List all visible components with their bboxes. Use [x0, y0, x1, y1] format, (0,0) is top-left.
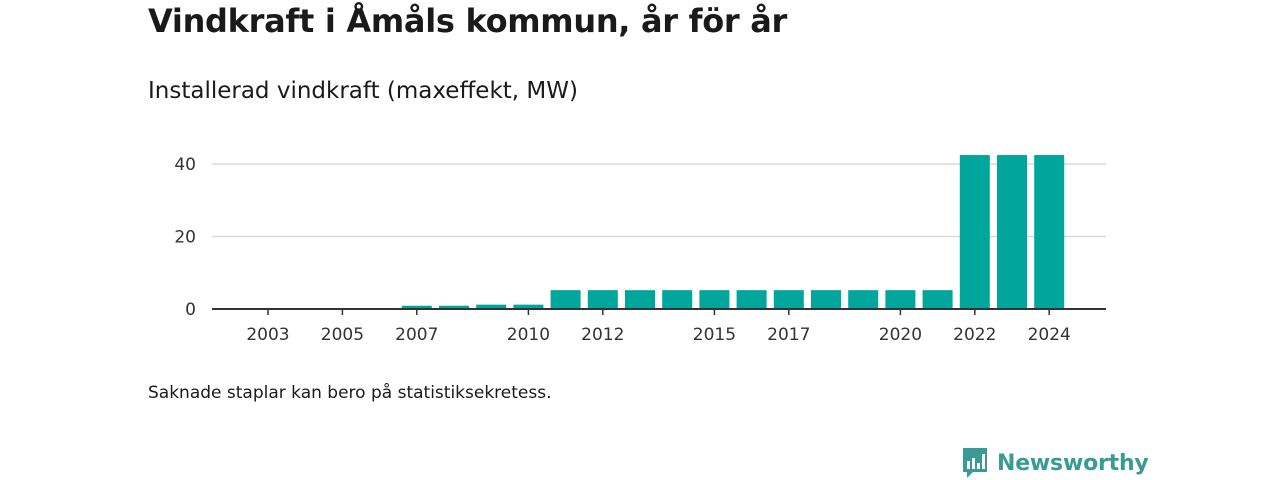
bar-2007 — [401, 305, 432, 309]
bar-2019 — [848, 290, 879, 309]
x-tick-label: 2003 — [246, 325, 289, 345]
bar-chart: 0 20 40 2003 2005 2007 2010 2012 2015 2017 2020 202… — [174, 155, 1106, 345]
axes: 0 20 40 2003 2005 2007 2010 2012 2015 2017 2020 202… — [174, 155, 1106, 345]
brand-name: Newsworthy — [997, 450, 1149, 476]
brand-logo: Newsworthy — [961, 446, 1149, 480]
bar-2016 — [736, 290, 767, 309]
bar-chart-speech-bubble-icon — [963, 448, 987, 478]
bar-2014 — [662, 290, 693, 309]
bar-2023 — [997, 155, 1027, 309]
y-tick-label: 20 — [174, 228, 196, 248]
x-tick-label: 2015 — [693, 325, 736, 345]
bar-2015 — [699, 290, 730, 309]
bar-2013 — [625, 290, 655, 309]
x-tick-label: 2022 — [953, 325, 996, 345]
x-tick-label: 2012 — [581, 325, 624, 345]
x-tick-label: 2005 — [321, 325, 364, 345]
bar-2020 — [885, 290, 916, 309]
grid-lines — [212, 163, 1106, 238]
bar-2017 — [773, 290, 804, 309]
bar-2024 — [1034, 155, 1065, 309]
bar-2010 — [513, 304, 544, 309]
x-tick-label: 2007 — [395, 325, 438, 345]
x-tick-label: 2020 — [879, 325, 922, 345]
bar-2012 — [587, 290, 618, 309]
bar-2008 — [439, 305, 469, 309]
bars — [401, 155, 1065, 309]
chart-subtitle: Installerad vindkraft (maxeffekt, MW) — [148, 78, 578, 104]
bar-2011 — [550, 290, 581, 309]
x-tick-label: 2017 — [767, 325, 810, 345]
bar-2021 — [922, 290, 953, 309]
bar-2022 — [959, 155, 990, 309]
x-tick-label: 2010 — [507, 325, 550, 345]
x-tick-label: 2024 — [1028, 325, 1071, 345]
bar-2009 — [476, 304, 507, 309]
footnote: Saknade staplar kan bero på statistiksek… — [148, 383, 552, 403]
bar-2018 — [811, 290, 841, 309]
y-tick-label: 40 — [174, 155, 196, 175]
chart-title: Vindkraft i Åmåls kommun, år för år — [148, 2, 788, 40]
y-tick-label: 0 — [185, 300, 196, 320]
